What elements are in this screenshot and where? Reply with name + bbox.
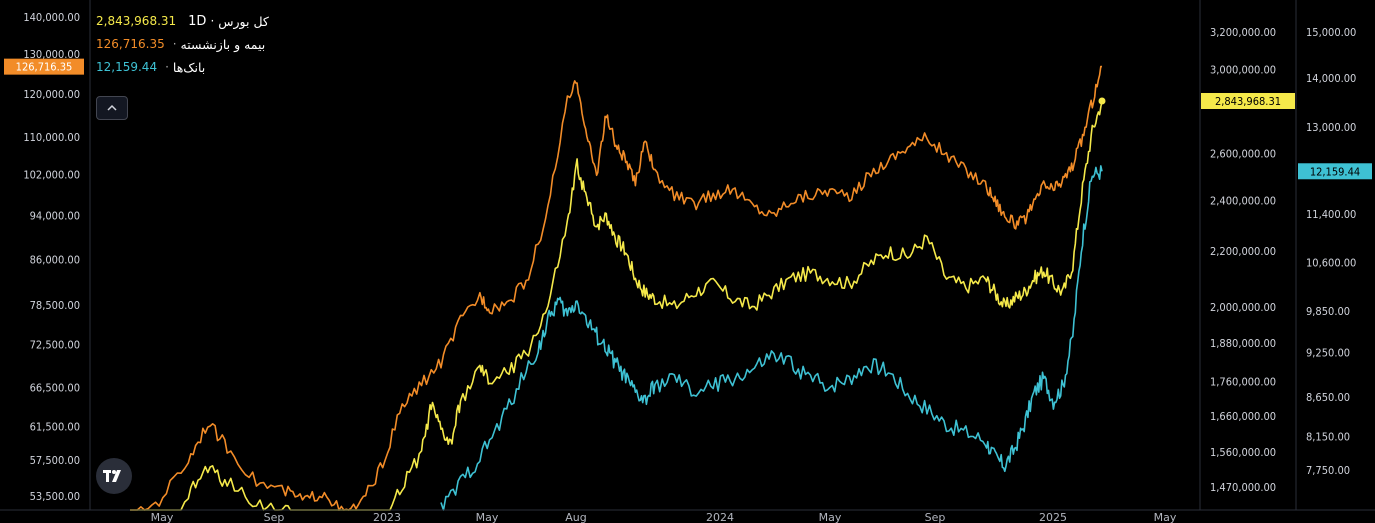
left-price-axis[interactable]: 140,000.00 130,000.00 120,000.00 110,000.00… — [23, 11, 80, 503]
right2-tick-label: 9,250.00 — [1306, 347, 1350, 360]
legend-row-insurance[interactable]: 126,716.35 · بیمه و بازنشسته — [96, 33, 269, 56]
chevron-up-icon — [107, 104, 117, 111]
price-tag-insurance: 126,716.35 — [16, 61, 73, 74]
right2-tick-label: 9,850.00 — [1306, 305, 1350, 318]
time-tick-label: 2024 — [706, 511, 734, 523]
left-tick-label: 102,000.00 — [23, 169, 80, 182]
right1-tick-label: 2,600,000.00 — [1210, 147, 1276, 160]
legend-name-insurance: بیمه و بازنشسته — [180, 37, 266, 52]
time-tick-label: 2025 — [1039, 511, 1067, 523]
price-tag-insurance-bg — [4, 58, 84, 75]
right1-tick-label: 2,200,000.00 — [1210, 245, 1276, 258]
left-tick-label: 140,000.00 — [23, 11, 80, 24]
right1-tick-label: 1,760,000.00 — [1210, 376, 1276, 389]
left-tick-label: 110,000.00 — [23, 131, 80, 144]
legend-name-banks: بانک‌ها — [172, 60, 206, 75]
last-point-marker — [1098, 97, 1106, 105]
left-tick-label: 61,500.00 — [30, 421, 80, 434]
left-tick-label: 78,500.00 — [30, 299, 80, 312]
time-tick-label: Sep — [264, 511, 285, 523]
right2-tick-label: 8,650.00 — [1306, 391, 1350, 404]
time-tick-label: Aug — [565, 511, 586, 523]
right1-tick-label: 1,470,000.00 — [1210, 481, 1276, 494]
series-line-insurance — [130, 65, 1103, 511]
tv-logo-glyph — [103, 470, 121, 482]
left-tick-label: 120,000.00 — [23, 88, 80, 101]
right2-tick-label: 13,000.00 — [1306, 121, 1356, 134]
right2-tick-label: 14,000.00 — [1306, 72, 1356, 85]
right2-tick-label: 15,000.00 — [1306, 26, 1356, 39]
time-tick-label: May — [819, 511, 842, 523]
left-tick-label: 130,000.00 — [23, 48, 80, 61]
price-tags: 126,716.35 2,843,968.31 12,159.44 — [4, 58, 1372, 180]
time-tick-label: Sep — [925, 511, 946, 523]
legend-separator: · — [210, 14, 215, 28]
tradingview-logo-icon[interactable] — [96, 458, 132, 494]
legend-row-total[interactable]: 2,843,968.31 1D · کل بورس — [96, 10, 269, 33]
price-tag-banks: 12,159.44 — [1310, 165, 1360, 178]
left-tick-label: 72,500.00 — [30, 339, 80, 352]
right1-tick-label: 1,880,000.00 — [1210, 337, 1276, 350]
series-layer — [130, 65, 1106, 511]
right1-tick-label: 2,000,000.00 — [1210, 301, 1276, 314]
right2-tick-label: 7,750.00 — [1306, 464, 1350, 477]
left-tick-label: 94,000.00 — [30, 209, 80, 222]
left-tick-label: 53,500.00 — [30, 490, 80, 503]
collapse-legend-button[interactable] — [96, 96, 128, 120]
left-tick-label: 66,500.00 — [30, 382, 80, 395]
time-tick-label: May — [151, 511, 174, 523]
right2-tick-label: 10,600.00 — [1306, 256, 1356, 269]
price-tag-banks-bg — [1298, 163, 1372, 180]
right1-tick-label: 3,200,000.00 — [1210, 26, 1276, 39]
legend-value-total: 2,843,968.31 — [96, 14, 177, 28]
right1-tick-label: 3,000,000.00 — [1210, 64, 1276, 77]
right-price-axis-total[interactable]: 3,200,000.00 3,000,000.00 2,600,000.00 2,40… — [1210, 26, 1276, 494]
right1-tick-label: 1,560,000.00 — [1210, 446, 1276, 459]
time-tick-label: May — [476, 511, 499, 523]
right2-tick-label: 8,150.00 — [1306, 431, 1350, 444]
right1-tick-label: 1,660,000.00 — [1210, 410, 1276, 423]
legend-row-banks[interactable]: 12,159.44 · بانک‌ها — [96, 56, 269, 79]
price-tag-total: 2,843,968.31 — [1215, 95, 1281, 108]
legend: 2,843,968.31 1D · کل بورس 126,716.35 · ب… — [96, 10, 269, 79]
legend-separator: · — [165, 60, 169, 74]
right2-tick-label: 11,400.00 — [1306, 208, 1356, 221]
time-tick-label: May — [1154, 511, 1177, 523]
price-tag-total-bg — [1201, 92, 1295, 109]
series-line-banks — [440, 165, 1103, 511]
legend-value-banks: 12,159.44 — [96, 60, 158, 74]
left-tick-label: 57,500.00 — [30, 454, 80, 467]
right-price-axis-banks[interactable]: 15,000.00 14,000.00 13,000.00 11,400.00 10,6… — [1306, 26, 1356, 477]
time-axis[interactable]: May Sep 2023 May Aug 2024 May Sep 2025 May — [151, 511, 1177, 523]
legend-interval: 1D — [188, 14, 207, 29]
legend-name-total: کل بورس — [218, 14, 269, 29]
left-tick-label: 86,000.00 — [30, 254, 80, 267]
legend-value-insurance: 126,716.35 — [96, 37, 165, 51]
right1-tick-label: 2,400,000.00 — [1210, 194, 1276, 207]
time-tick-label: 2023 — [373, 511, 401, 523]
legend-separator: · — [172, 37, 177, 51]
